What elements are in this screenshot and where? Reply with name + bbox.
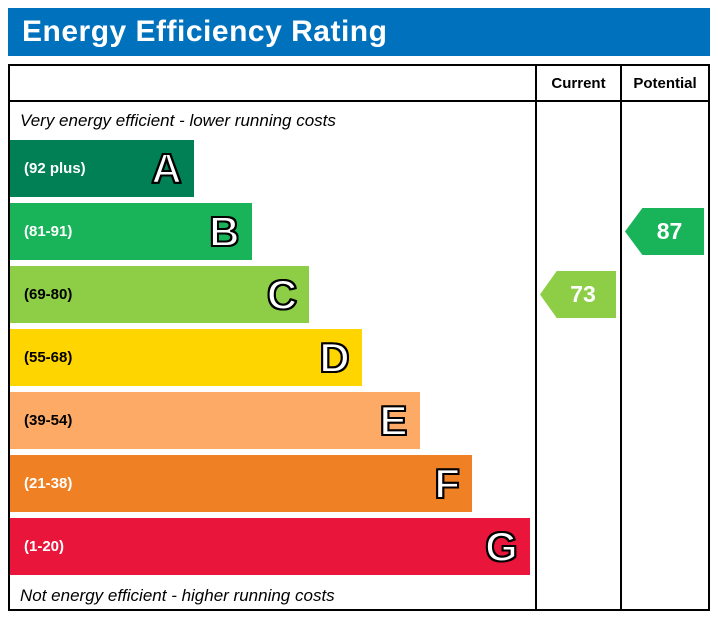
current-rating-arrow: 73 [540,271,616,318]
band-range-label: (81-91) [24,223,73,240]
band-bar-E: (39-54) E [10,392,420,449]
band-letter: B [208,207,240,255]
band-range-label: (21-38) [24,475,73,492]
current-column: 73 [535,102,620,611]
bands-container: (92 plus) A (81-91) B (69-80) C (55-68) D (39-54… [10,140,535,581]
band-bar-C: (69-80) C [10,266,310,323]
band-bar-G: (1-20) G [10,518,530,575]
current-rating-value: 73 [570,281,596,307]
header-spacer [10,66,535,100]
potential-column: 87 [620,102,708,611]
potential-rating-value: 87 [656,218,683,244]
band-bar-F: (21-38) F [10,455,472,512]
band-bar-D: (55-68) D [10,329,362,386]
chart-header-row: Current Potential [10,66,708,102]
band-range-label: (1-20) [24,538,65,555]
epc-page: Energy Efficiency Rating Current Potenti… [8,8,710,611]
bottom-note: Not energy efficient - higher running co… [20,586,335,605]
band-row-D: (55-68) D [10,329,535,386]
band-row-F: (21-38) F [10,455,535,512]
band-row-A: (92 plus) A [10,140,535,197]
band-range-label: (55-68) [24,349,73,366]
band-row-C: (69-80) C [10,266,535,323]
band-letter: F [433,459,461,507]
chart-body: Very energy efficient - lower running co… [10,102,708,611]
band-row-B: (81-91) B [10,203,535,260]
header-potential: Potential [620,66,708,100]
band-bar-B: (81-91) B [10,203,252,260]
page-title: Energy Efficiency Rating [22,15,388,48]
potential-rating-arrow: 87 [625,208,704,255]
band-row-E: (39-54) E [10,392,535,449]
title-bar: Energy Efficiency Rating [8,8,710,56]
bands-column: Very energy efficient - lower running co… [10,102,535,611]
band-range-label: (39-54) [24,412,73,429]
band-row-G: (1-20) G [10,518,535,575]
band-letter: A [150,144,182,192]
top-note: Very energy efficient - lower running co… [20,111,336,130]
band-letter: C [266,270,298,318]
energy-efficiency-chart: Current Potential Very energy efficient … [8,64,710,611]
band-bar-A: (92 plus) A [10,140,194,197]
band-range-label: (92 plus) [24,160,86,177]
band-letter: E [378,396,408,444]
band-letter: G [484,522,519,570]
header-current: Current [535,66,620,100]
band-range-label: (69-80) [24,286,73,303]
band-letter: D [318,333,350,381]
